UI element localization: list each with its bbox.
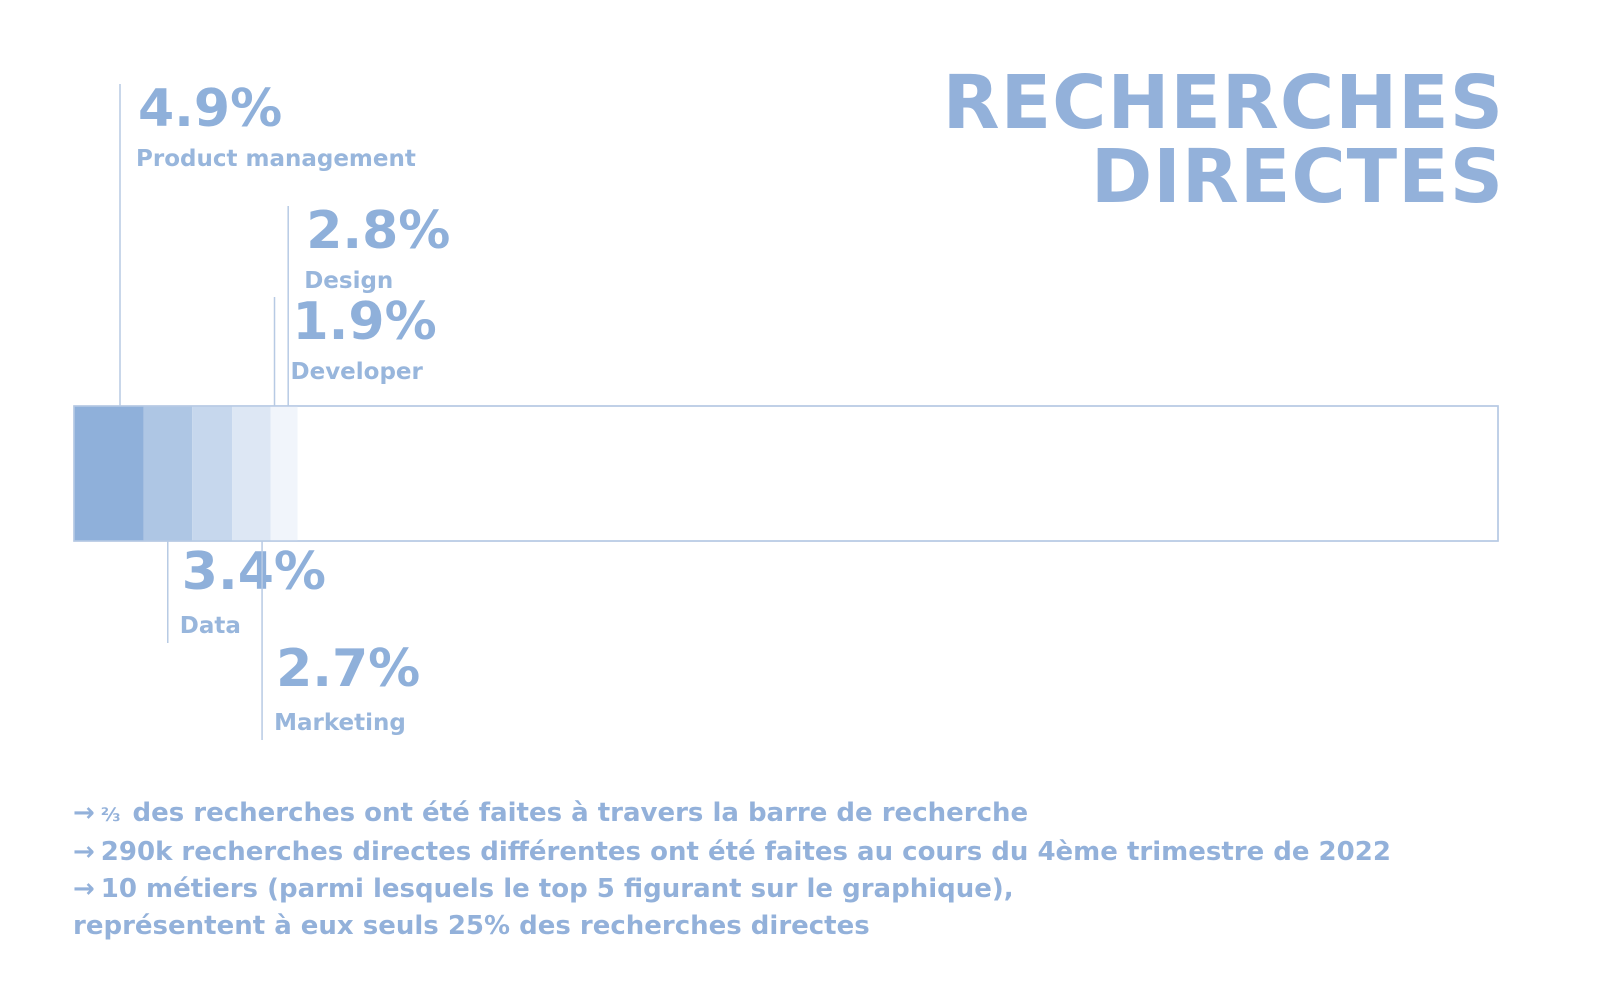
fraction: ⅔ — [100, 804, 121, 826]
bar-segment-design — [192, 406, 233, 541]
arrow-right-icon: → — [73, 837, 95, 867]
chart-title-line-1: RECHERCHES — [942, 60, 1504, 146]
bar-segment-marketing — [232, 406, 271, 541]
bar-outline — [73, 405, 1499, 542]
bar-segment-developer — [270, 406, 298, 541]
category-label-marketing: Marketing — [274, 710, 406, 736]
note-line-1-text: des recherches ont été faites à travers … — [132, 798, 1029, 828]
arrow-right-icon: → — [73, 874, 95, 904]
notes: → ⅔ des recherches ont été faites à traver… — [73, 795, 1391, 945]
value-label-product-management: 4.9% — [138, 79, 282, 139]
value-label-marketing: 2.7% — [276, 639, 420, 699]
chart-title-line-2: DIRECTES — [1090, 134, 1504, 220]
bar-segment-product-management — [74, 406, 144, 541]
value-label-data: 3.4% — [182, 542, 326, 602]
note-line-1: → ⅔ des recherches ont été faites à traver… — [73, 795, 1391, 834]
bar-segment-data — [143, 406, 193, 541]
note-line-3-text: 10 métiers (parmi lesquels le top 5 figu… — [100, 874, 1014, 904]
category-label-product-management: Product management — [136, 146, 416, 172]
value-label-design: 2.8% — [306, 201, 450, 261]
note-line-2: → 290k recherches directes différentes on… — [73, 834, 1391, 871]
arrow-right-icon: → — [73, 798, 95, 828]
note-line-2-text: 290k recherches directes différentes ont… — [100, 837, 1391, 867]
category-label-data: Data — [180, 613, 241, 639]
category-label-developer: Developer — [291, 359, 424, 385]
note-line-4: représentent à eux seuls 25% des recherc… — [73, 908, 1391, 945]
note-line-4-text: représentent à eux seuls 25% des recherc… — [73, 911, 870, 941]
value-label-developer: 1.9% — [293, 292, 437, 352]
category-label-design: Design — [304, 268, 393, 294]
note-line-3: → 10 métiers (parmi lesquels le top 5 fig… — [73, 871, 1391, 908]
chart-title: RECHERCHES DIRECTES — [943, 66, 1504, 214]
